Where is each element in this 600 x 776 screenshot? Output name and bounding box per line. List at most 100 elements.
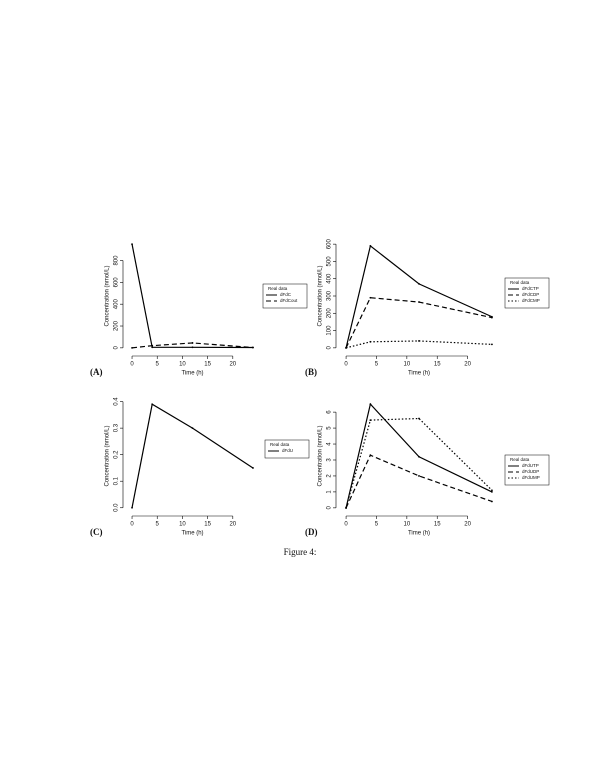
y-tick-label: 6 — [327, 410, 333, 414]
y-axis-label: Concentration (nmol/L) — [105, 265, 111, 326]
point — [369, 403, 372, 406]
point — [131, 346, 133, 349]
x-tick-label: 15 — [204, 522, 211, 528]
panel-label: (B) — [305, 367, 317, 377]
point — [418, 283, 420, 285]
panel-label: (D) — [305, 527, 318, 537]
x-tick-label: 20 — [464, 522, 471, 528]
legend-label: dFdUTP — [522, 463, 539, 468]
legend-title: Real data — [510, 280, 530, 285]
point — [252, 346, 254, 349]
y-tick-label: 300 — [327, 290, 333, 301]
point — [191, 342, 194, 344]
y-tick-label: 0 — [327, 346, 333, 350]
y-tick-label: 0.1 — [114, 476, 120, 485]
legend-title: Real data — [268, 286, 288, 291]
legend-box — [504, 277, 550, 309]
series-line — [345, 340, 492, 349]
legend-label: dFdUDP — [522, 469, 539, 474]
point — [491, 489, 493, 492]
x-tick-label: 5 — [156, 362, 160, 368]
x-tick-label: 10 — [404, 362, 411, 368]
point — [491, 343, 493, 346]
panel-label: (C) — [90, 527, 103, 537]
x-axis-label: Time (h) — [408, 371, 430, 377]
x-tick-label: 5 — [375, 362, 379, 368]
x-tick-label: 15 — [434, 522, 441, 528]
point — [418, 475, 420, 477]
point — [191, 427, 194, 430]
y-axis-label: Concentration (nmol/L) — [318, 265, 324, 326]
legend-box — [262, 283, 308, 309]
point — [151, 346, 154, 349]
y-tick-label: 400 — [327, 273, 333, 284]
point — [369, 340, 372, 343]
legend-label: dFdCDP — [522, 292, 539, 297]
y-axis-label: Concentration (nmol/L) — [105, 425, 111, 486]
legend-label: dFdCMP — [522, 298, 540, 303]
x-tick-label: 20 — [229, 522, 236, 528]
point — [131, 243, 133, 246]
point — [491, 500, 493, 503]
series-line — [345, 417, 493, 509]
point — [418, 340, 420, 342]
x-axis-label: Time (h) — [181, 371, 203, 377]
y-tick-label: 0.3 — [114, 423, 120, 432]
x-tick-label: 10 — [179, 522, 186, 528]
x-axis-label: Time (h) — [408, 531, 430, 537]
y-tick-label: 200 — [327, 308, 333, 319]
legend-box — [264, 439, 310, 459]
y-tick-label: 1 — [327, 490, 333, 494]
panel-label: (A) — [90, 367, 103, 377]
point — [491, 490, 493, 493]
point — [151, 403, 154, 406]
y-tick-label: 0 — [114, 346, 120, 350]
point — [418, 417, 420, 420]
legend-title: Real data — [270, 442, 290, 447]
x-tick-label: 5 — [375, 522, 379, 528]
legend-label: dFdCTP — [522, 286, 539, 291]
x-tick-label: 15 — [204, 362, 211, 368]
x-tick-label: 10 — [179, 362, 186, 368]
x-tick-label: 0 — [344, 362, 348, 368]
y-tick-label: 0 — [327, 506, 333, 510]
legend-label: dFdCout — [280, 298, 298, 303]
point — [418, 455, 420, 458]
point — [252, 467, 254, 469]
y-tick-label: 0.4 — [114, 397, 120, 406]
series-line — [345, 454, 493, 509]
x-tick-label: 0 — [130, 362, 134, 368]
point — [345, 346, 347, 349]
x-tick-label: 0 — [344, 522, 348, 528]
y-tick-label: 200 — [114, 320, 120, 331]
x-tick-label: 20 — [464, 362, 471, 368]
legend-label: dFdU — [282, 448, 293, 453]
point — [369, 419, 372, 422]
caption: Figure 4: — [284, 547, 317, 557]
point — [131, 506, 133, 509]
y-tick-label: 600 — [114, 277, 120, 288]
series-line — [345, 402, 493, 508]
y-tick-label: 3 — [327, 458, 333, 462]
series-line — [131, 342, 254, 349]
point — [191, 346, 194, 349]
series-line — [345, 244, 493, 348]
point — [369, 454, 372, 457]
series-line — [345, 297, 493, 349]
y-tick-label: 600 — [327, 238, 333, 249]
x-tick-label: 5 — [156, 522, 160, 528]
x-tick-label: 20 — [229, 362, 236, 368]
y-tick-label: 400 — [114, 299, 120, 310]
legend-title: Real data — [510, 457, 530, 462]
legend-box — [504, 454, 550, 486]
point — [369, 244, 372, 247]
y-tick-label: 5 — [327, 426, 333, 430]
y-tick-label: 2 — [327, 474, 333, 478]
series-line — [131, 403, 254, 508]
y-tick-label: 800 — [114, 255, 120, 266]
y-tick-label: 500 — [327, 256, 333, 267]
legend-label: dFdUMP — [522, 475, 540, 480]
y-tick-label: 100 — [327, 325, 333, 336]
